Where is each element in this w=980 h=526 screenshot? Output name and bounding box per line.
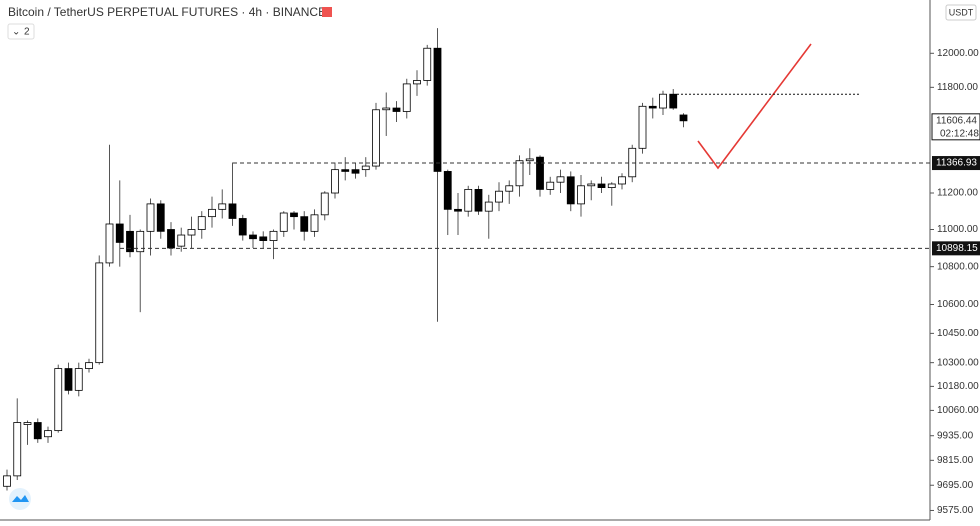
y-tick-label: 11800.00 xyxy=(937,82,978,93)
candle-body xyxy=(167,229,175,249)
y-tick-label: 10450.00 xyxy=(937,328,979,339)
candle-body xyxy=(300,216,309,232)
y-tick-label: 10060.00 xyxy=(937,405,979,416)
y-tick-label: 10180.00 xyxy=(937,381,979,392)
exchange-flag xyxy=(322,7,332,17)
candle-body xyxy=(659,93,667,109)
candle-body xyxy=(536,156,544,190)
candle-body xyxy=(74,368,83,391)
y-tick-label: 10300.00 xyxy=(937,357,979,368)
level-tag-label: 10898.15 xyxy=(936,243,978,254)
candle-body xyxy=(105,223,114,264)
candle-body xyxy=(566,176,575,205)
last-price-label: 11606.44 xyxy=(936,115,977,126)
candle-body xyxy=(269,230,278,241)
candle-body xyxy=(587,183,596,187)
candle-body xyxy=(54,368,63,432)
candle-body xyxy=(3,475,11,487)
y-tick-label: 10600.00 xyxy=(937,299,979,310)
candle-body xyxy=(279,212,288,232)
candle-body xyxy=(259,236,268,241)
logo xyxy=(12,495,29,502)
candle-body xyxy=(495,190,503,203)
candle-body xyxy=(341,169,350,172)
candle-body xyxy=(331,169,339,194)
candle-body xyxy=(310,214,319,232)
candle-body xyxy=(443,171,452,210)
candle-body xyxy=(669,93,678,109)
currency-label: USDT xyxy=(949,7,974,17)
candle-body xyxy=(638,105,647,149)
candle-body xyxy=(95,262,104,364)
candle-body xyxy=(290,212,298,218)
candle-body xyxy=(474,188,483,212)
candle-body xyxy=(648,105,657,109)
candle-body xyxy=(525,158,534,162)
drawn-check-mark xyxy=(697,43,812,170)
chart-title: Bitcoin / TetherUS PERPETUAL FUTURES · 4… xyxy=(8,5,326,19)
y-tick-label: 12000.00 xyxy=(937,48,979,59)
candle-body xyxy=(218,203,227,210)
candle-body xyxy=(33,422,42,440)
candle-body xyxy=(618,176,626,185)
candle-body xyxy=(115,223,124,243)
candle-body xyxy=(320,192,329,216)
candle-body xyxy=(423,47,432,81)
selector-chevron: ⌄ xyxy=(12,27,20,38)
interval-selector-value: 2 xyxy=(24,27,30,38)
candle-body xyxy=(546,181,555,190)
plot-area xyxy=(3,28,688,491)
candle-body xyxy=(85,362,93,369)
candle-body xyxy=(413,80,421,85)
candle-body xyxy=(433,47,442,172)
candle-body xyxy=(23,422,32,425)
candle-body xyxy=(146,203,155,232)
candle-body xyxy=(392,107,401,112)
candle-body xyxy=(597,183,606,188)
candle-body xyxy=(249,234,257,240)
candle-body xyxy=(197,216,206,230)
y-tick-label: 11000.00 xyxy=(937,224,978,235)
level-tag xyxy=(932,156,980,171)
candle-body xyxy=(361,165,370,171)
candle-body xyxy=(577,185,585,205)
y-tick-label: 9815.00 xyxy=(937,455,974,466)
candle-body xyxy=(126,230,134,253)
candle-body xyxy=(382,107,391,111)
y-tick-label: 9935.00 xyxy=(937,430,974,441)
candle-body xyxy=(454,208,462,212)
candle-body xyxy=(64,368,73,391)
candle-body xyxy=(13,422,22,477)
candle-body xyxy=(238,218,247,236)
currency-button[interactable] xyxy=(945,4,977,21)
candle-body xyxy=(464,188,473,212)
candle-body xyxy=(556,176,565,183)
candle-body xyxy=(372,109,380,167)
candle-body xyxy=(136,230,145,253)
countdown: 02:12:48 xyxy=(940,128,979,139)
interval-selector[interactable] xyxy=(7,23,35,40)
candle-body xyxy=(228,203,237,219)
y-tick-label: 9575.00 xyxy=(937,505,974,516)
candle-body xyxy=(505,185,514,192)
y-tick-label: 11200.00 xyxy=(937,188,978,199)
y-tick-label: 10800.00 xyxy=(937,261,979,272)
y-tick-label: 9695.00 xyxy=(937,480,974,491)
last-price-tag xyxy=(931,113,980,141)
candle-body xyxy=(484,201,493,212)
candle-body xyxy=(156,203,165,232)
candle-body xyxy=(208,208,216,218)
candle-body xyxy=(679,114,688,122)
candle-body xyxy=(187,229,196,236)
candle-body xyxy=(607,183,616,188)
level-tag xyxy=(932,241,980,256)
candle-body xyxy=(177,234,186,247)
level-tag-label: 11366.93 xyxy=(936,158,977,169)
candle-body xyxy=(515,160,524,187)
candle-body xyxy=(44,430,52,438)
candle-body xyxy=(351,169,360,174)
candle-body xyxy=(402,83,411,112)
